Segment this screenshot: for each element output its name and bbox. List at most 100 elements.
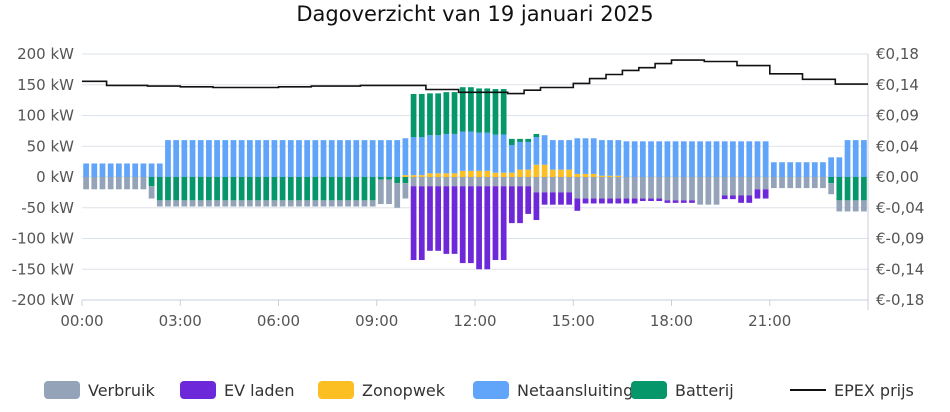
bar-netaansluiting (410, 137, 417, 176)
epex-price-line (82, 59, 868, 95)
bar-batterij (410, 93, 417, 138)
bar-ev-laden (738, 195, 744, 203)
bar-batterij (844, 177, 851, 201)
bar-verbruik (787, 177, 794, 189)
bar-verbruik (386, 179, 392, 205)
bar-batterij (459, 87, 466, 132)
bar-netaansluiting (861, 140, 867, 177)
bar-verbruik (525, 177, 532, 187)
x-tick-label: 09:00 (355, 312, 398, 330)
bar-netaansluiting (844, 140, 851, 177)
bar-ev-laden (754, 189, 761, 199)
bar-verbruik (91, 177, 98, 190)
bar-verbruik (623, 177, 630, 199)
bar-netaansluiting (500, 134, 507, 173)
bar-batterij (345, 177, 351, 201)
bar-netaansluiting (730, 141, 736, 177)
bar-verbruik (124, 177, 130, 190)
bar-netaansluiting (599, 140, 605, 176)
bar-batterij (271, 177, 278, 201)
bar-batterij (230, 177, 237, 201)
bar-zonopwek (410, 175, 417, 177)
x-tick-label: 21:00 (748, 312, 791, 330)
bar-batterij (246, 177, 253, 201)
y-left-tick-label: 200 kW (17, 45, 74, 63)
bar-ev-laden (631, 198, 638, 204)
bar-netaansluiting (779, 162, 785, 177)
bar-netaansluiting (320, 140, 327, 177)
bar-verbruik (492, 177, 499, 187)
bar-verbruik (852, 200, 859, 212)
bar-zonopwek (500, 172, 507, 177)
bar-batterij (206, 177, 212, 201)
bar-netaansluiting (762, 141, 769, 177)
y-right-tick-label: €-0,14 (876, 260, 924, 278)
bar-netaansluiting (140, 163, 147, 177)
bar-netaansluiting (484, 132, 491, 171)
y-left-tick-label: 0 kW (36, 168, 74, 186)
bar-netaansluiting (296, 140, 302, 177)
bar-netaansluiting (435, 135, 442, 174)
bar-verbruik (738, 177, 744, 196)
bar-verbruik (206, 200, 212, 207)
y-left-tick-label: -200 kW (12, 291, 74, 309)
bar-verbruik (517, 177, 523, 187)
bar-verbruik (369, 200, 376, 207)
bar-netaansluiting (83, 163, 89, 177)
bar-netaansluiting (165, 140, 171, 177)
bar-verbruik (558, 177, 564, 193)
bar-zonopwek (525, 169, 532, 177)
y-right-tick-label: €-0,09 (876, 230, 924, 248)
bar-verbruik (279, 200, 286, 207)
bar-verbruik (156, 200, 163, 207)
bar-netaansluiting (287, 140, 294, 177)
bar-batterij (476, 88, 482, 133)
bar-zonopwek (459, 170, 466, 177)
bar-netaansluiting (451, 133, 458, 174)
bar-zonopwek (427, 173, 433, 177)
x-tick-label: 15:00 (552, 312, 595, 330)
bar-netaansluiting (705, 141, 712, 177)
bar-verbruik (435, 177, 442, 187)
y-left-tick-label: 150 kW (17, 76, 74, 94)
bar-netaansluiting (230, 140, 237, 177)
bar-batterij (443, 92, 450, 134)
bar-verbruik (599, 177, 605, 199)
bar-netaansluiting (99, 163, 106, 177)
bar-netaansluiting (107, 163, 114, 177)
bar-verbruik (238, 200, 245, 207)
bar-verbruik (574, 177, 581, 199)
bar-verbruik (451, 177, 458, 187)
bar-zonopwek (443, 173, 450, 177)
legend-swatch-verbruik (44, 381, 80, 399)
bar-verbruik (484, 177, 491, 187)
bar-netaansluiting (533, 137, 540, 165)
bar-netaansluiting (820, 162, 826, 177)
bar-verbruik (222, 200, 229, 207)
bar-verbruik (271, 200, 278, 207)
legend-swatch-zonopwek (318, 381, 354, 399)
bar-ev-laden (525, 186, 532, 214)
bar-netaansluiting (214, 140, 220, 177)
bar-zonopwek (566, 169, 573, 177)
bar-verbruik (320, 200, 327, 207)
bar-verbruik (132, 177, 139, 190)
bar-netaansluiting (369, 140, 376, 177)
bar-batterij (287, 177, 294, 201)
bar-netaansluiting (206, 140, 212, 177)
bar-verbruik (394, 183, 401, 208)
bar-verbruik (533, 177, 540, 193)
y-left-tick-label: -50 kW (21, 199, 74, 217)
bar-batterij (828, 177, 835, 184)
bar-ev-laden (574, 198, 581, 211)
bar-verbruik (115, 177, 122, 190)
bar-netaansluiting (222, 140, 229, 177)
bar-verbruik (377, 179, 384, 205)
bar-netaansluiting (746, 141, 753, 177)
bar-netaansluiting (181, 140, 188, 177)
bar-netaansluiting (386, 140, 392, 177)
bar-ev-laden (418, 186, 425, 261)
legend-label: EV laden (224, 381, 295, 400)
bar-netaansluiting (353, 140, 360, 177)
bar-netaansluiting (574, 138, 581, 174)
